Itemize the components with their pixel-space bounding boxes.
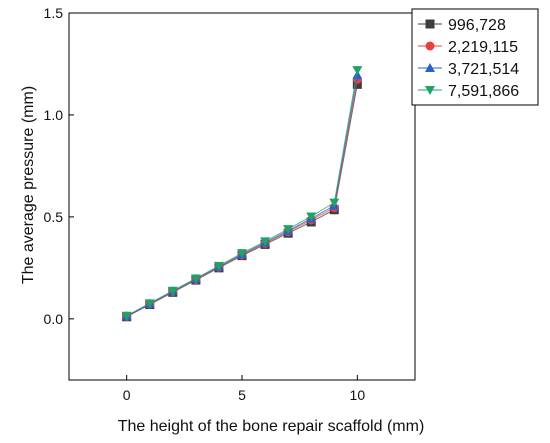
series-3 [121,70,363,321]
y-tick-label: 0.5 [44,209,64,225]
data-point [260,237,271,247]
x-axis-title: The height of the bone repair scaffold (… [118,418,425,435]
data-point [121,311,132,321]
legend-marker [425,41,435,51]
legend-marker [425,19,435,29]
x-tick-label: 10 [350,387,366,403]
data-point [352,66,363,76]
series-4 [121,66,363,321]
series-line [126,84,358,318]
series-line [126,70,358,317]
axis-ticks: 0 5 10 0.0 0.5 1.0 1.5 [44,5,366,403]
legend-item: 7,591,866 [418,83,519,100]
data-point [213,261,224,271]
legend-label: 3,721,514 [448,61,519,78]
y-axis-title: The average pressure (mm) [20,86,37,284]
legend-label: 7,591,866 [448,83,519,100]
data-point [329,198,340,208]
series-2 [122,74,362,321]
legend-label: 996,728 [448,17,506,34]
data-point [144,299,155,309]
series-line [126,75,358,317]
legend-marker [425,86,435,95]
x-tick-label: 0 [123,387,131,403]
legend: 996,728 2,219,115 3,721,514 7,591,866 [411,8,539,106]
data-point [237,249,247,259]
legend-item: 2,219,115 [418,39,518,56]
y-tick-label: 1.0 [44,107,64,123]
data-point [167,286,178,296]
series-layer [121,66,363,322]
y-tick-label: 0.0 [44,311,64,327]
legend-marker [425,63,435,72]
series-line [126,79,358,317]
data-point [306,212,317,222]
data-point [352,79,362,89]
data-point [190,274,201,284]
y-tick-label: 1.5 [44,5,64,21]
legend-item: 996,728 [418,17,506,34]
plot-frame [68,12,416,381]
legend-label: 2,219,115 [448,39,518,56]
x-tick-label: 5 [238,387,246,403]
series-1 [122,79,362,322]
legend-item: 3,721,514 [418,61,519,78]
data-point [283,225,294,235]
